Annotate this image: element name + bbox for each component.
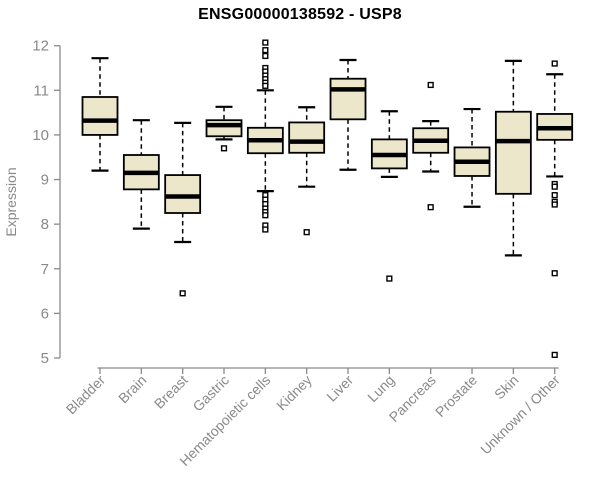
outlier-point (179, 290, 186, 297)
iqr-box (288, 121, 326, 154)
outlier-point (386, 275, 393, 282)
outlier-point (427, 204, 434, 211)
y-tick-label: 7 (41, 261, 49, 278)
y-tick-label: 6 (41, 305, 49, 322)
y-tick-label: 8 (41, 216, 49, 233)
x-tick-label: Bladder (63, 372, 109, 418)
x-tick-label: Liver (323, 372, 356, 405)
box-group (412, 81, 450, 211)
y-axis-title: Expression (3, 167, 19, 236)
outlier-point (551, 183, 558, 190)
outlier-point (262, 52, 269, 60)
box-group (494, 59, 532, 257)
y-tick-label: 5 (41, 350, 49, 367)
y-tick-label: 12 (32, 38, 49, 55)
box-group (122, 119, 160, 230)
x-tick-label: Lung (364, 372, 397, 405)
y-tick-label: 9 (41, 172, 49, 189)
outlier-point (262, 226, 269, 233)
outlier-point (303, 229, 310, 236)
outlier-point (262, 47, 269, 54)
box-group (205, 105, 243, 152)
x-tick-label: Brain (115, 372, 149, 406)
box-group (536, 60, 574, 358)
box-group (288, 106, 326, 236)
outlier-point (551, 351, 558, 358)
chart-title: ENSG00000138592 - USP8 (198, 6, 402, 23)
outlier-point (551, 60, 558, 67)
outlier-point (551, 201, 558, 208)
box-group (453, 107, 491, 208)
x-tick-label: Prostate (432, 372, 480, 420)
outlier-point (427, 81, 434, 89)
x-tick-label: Kidney (273, 372, 315, 414)
box-group (81, 57, 119, 172)
x-tick-label: Breast (151, 372, 191, 412)
box-group (370, 110, 408, 282)
iqr-box (205, 119, 243, 138)
box-group (329, 58, 367, 171)
outlier-point (262, 212, 269, 219)
box-group (164, 121, 202, 297)
iqr-box (81, 96, 119, 136)
x-tick-label: Skin (491, 372, 522, 403)
iqr-box (164, 174, 202, 214)
y-tick-label: 11 (33, 82, 49, 99)
outlier-point (551, 192, 558, 199)
outlier-point (262, 39, 269, 46)
outlier-point (220, 145, 228, 152)
outlier-point (551, 270, 558, 277)
box-group (246, 39, 284, 233)
iqr-box (494, 110, 532, 195)
outlier-point (262, 82, 269, 89)
y-tick-label: 10 (32, 127, 49, 144)
iqr-box (329, 77, 367, 121)
